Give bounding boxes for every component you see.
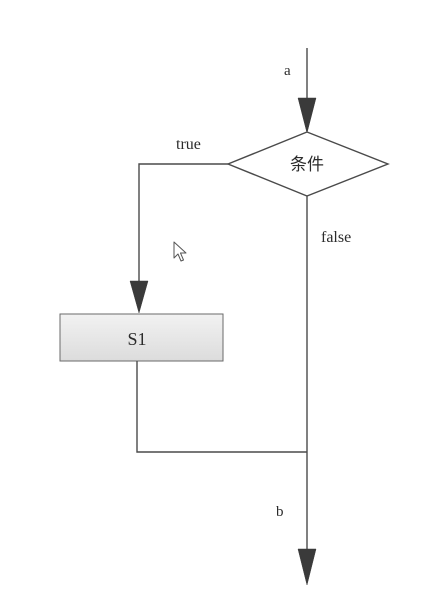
true-arrowhead bbox=[129, 280, 149, 314]
entry-arrowhead bbox=[297, 97, 317, 134]
merge-edge bbox=[136, 361, 307, 453]
condition-label: 条件 bbox=[290, 155, 324, 174]
true-label: true bbox=[176, 136, 201, 153]
true-edge bbox=[138, 163, 228, 284]
false-label: false bbox=[321, 229, 351, 246]
mouse-cursor-icon bbox=[173, 241, 187, 262]
entry-label: a bbox=[284, 63, 291, 79]
exit-arrowhead bbox=[297, 548, 317, 586]
exit-label: b bbox=[276, 504, 284, 520]
statement-label: S1 bbox=[127, 329, 146, 349]
statement-box bbox=[59, 313, 224, 362]
